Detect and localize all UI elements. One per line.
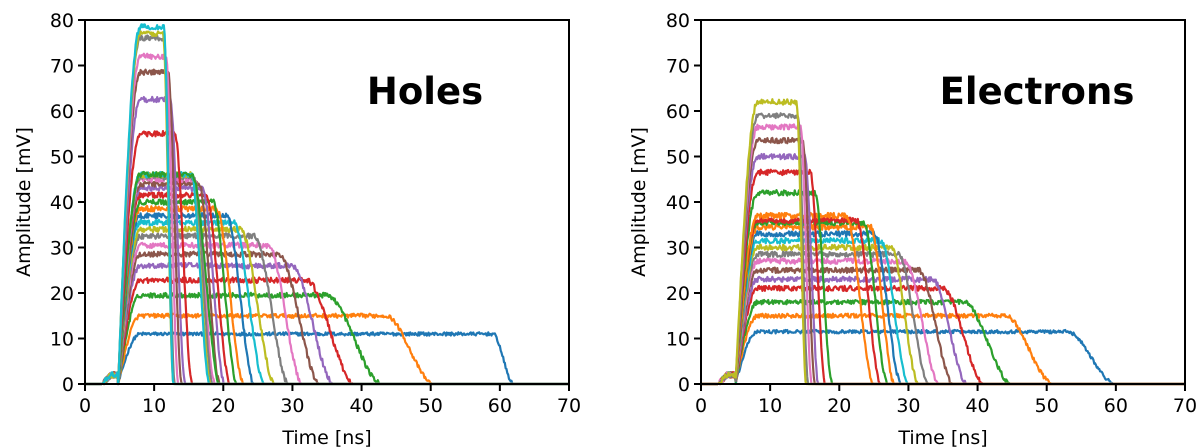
- x-tick-label: 0: [695, 395, 707, 417]
- series-line-23: [84, 95, 569, 386]
- series-line-2: [700, 312, 1185, 386]
- series-line-1: [700, 328, 1185, 386]
- y-tick-label: 10: [50, 329, 74, 351]
- x-tick-label: 10: [758, 395, 782, 417]
- y-axis-label: Amplitude [mV]: [628, 127, 650, 277]
- x-tick-label: 10: [142, 395, 166, 417]
- y-tick-label: 30: [666, 238, 690, 260]
- x-tick-label: 20: [211, 395, 235, 417]
- x-axis-label: Time [ns]: [281, 427, 371, 448]
- y-tick-label: 70: [666, 56, 690, 78]
- y-tick-label: 50: [50, 147, 74, 169]
- series-line-6: [700, 266, 1185, 386]
- x-tick-label: 0: [79, 395, 91, 417]
- y-tick-label: 50: [666, 147, 690, 169]
- series-line-3: [700, 298, 1185, 386]
- x-tick-label: 70: [1173, 395, 1197, 417]
- holes-panel: 0 10 20 30 40 50 60 70 0 10 20 30 40 50 60 70 80 Time [ns…: [13, 10, 581, 448]
- series-lines: [84, 23, 569, 386]
- x-axis-label: Time [ns]: [897, 427, 987, 448]
- x-tick-label: 60: [1104, 395, 1128, 417]
- series-line-9: [84, 225, 569, 386]
- x-tick-label: 20: [827, 395, 851, 417]
- y-tick-label: 70: [50, 56, 74, 78]
- series-line-1: [84, 331, 569, 386]
- y-tick-label: 20: [666, 283, 690, 305]
- y-tick-label: 0: [678, 374, 690, 396]
- series-line-16: [84, 180, 569, 386]
- x-tick-label: 30: [280, 395, 304, 417]
- panel-title: Electrons: [940, 70, 1135, 113]
- series-lines: [700, 98, 1185, 386]
- y-tick-label: 40: [50, 192, 74, 214]
- x-tick-label: 50: [419, 395, 443, 417]
- electrons-panel: 0 10 20 30 40 50 60 70 0 10 20 30 40 50 60 70 80 Time [ns…: [628, 10, 1197, 448]
- y-tick-label: 60: [50, 101, 74, 123]
- x-tick-label: 70: [557, 395, 581, 417]
- y-tick-label: 0: [62, 374, 74, 396]
- x-tick-label: 30: [896, 395, 920, 417]
- y-axis-label: Amplitude [mV]: [13, 127, 35, 277]
- x-tick-label: 40: [965, 395, 989, 417]
- y-tick-label: 40: [666, 192, 690, 214]
- y-tick-label: 80: [666, 10, 690, 32]
- panel-title: Holes: [367, 70, 483, 113]
- series-line-22: [84, 129, 569, 386]
- y-tick-label: 10: [666, 329, 690, 351]
- series-line-17: [700, 168, 1185, 386]
- y-tick-label: 30: [50, 238, 74, 260]
- x-tick-label: 50: [1035, 395, 1059, 417]
- series-line-11: [84, 211, 569, 386]
- x-tick-label: 40: [349, 395, 373, 417]
- y-tick-label: 20: [50, 283, 74, 305]
- y-tick-label: 80: [50, 10, 74, 32]
- x-tick-label: 60: [488, 395, 512, 417]
- y-tick-label: 60: [666, 101, 690, 123]
